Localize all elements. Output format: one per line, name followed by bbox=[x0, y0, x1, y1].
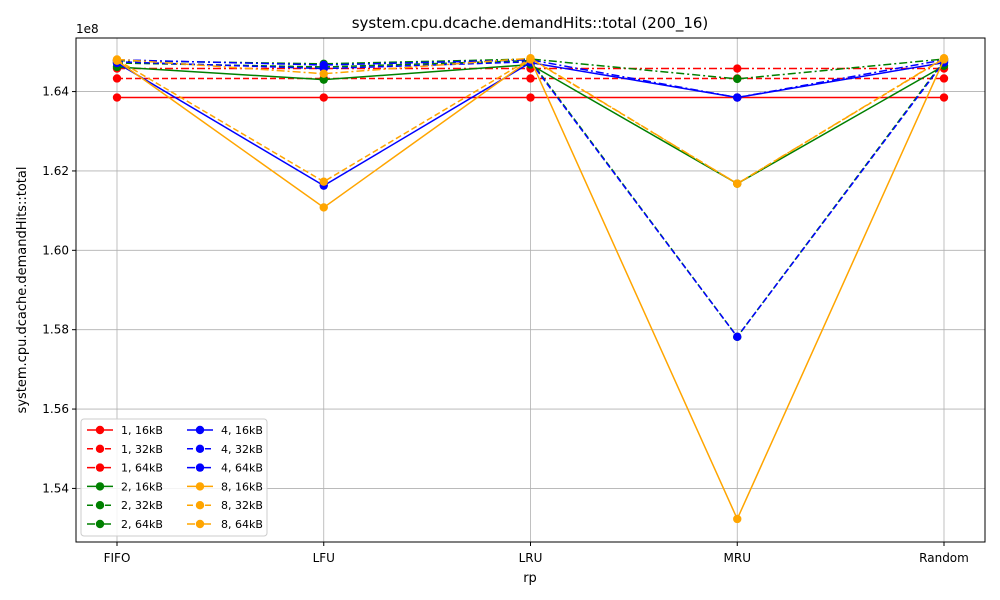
y-axis-label: system.cpu.dcache.demandHits::total bbox=[15, 167, 30, 414]
legend-swatch-marker bbox=[95, 482, 105, 491]
y-tick-label: 1.54 bbox=[42, 481, 69, 495]
legend-label: 2, 32kB bbox=[121, 499, 163, 512]
series-line bbox=[116, 61, 945, 339]
legend-swatch-marker bbox=[95, 444, 105, 453]
data-point bbox=[939, 93, 949, 102]
x-tick-label: MRU bbox=[724, 551, 751, 565]
x-tick-label: FIFO bbox=[104, 551, 131, 565]
legend-label: 2, 16kB bbox=[121, 480, 163, 493]
data-point bbox=[319, 69, 328, 78]
legend-item: 1, 32kB bbox=[87, 443, 163, 456]
legend-swatch-marker bbox=[95, 519, 105, 529]
data-point bbox=[112, 55, 122, 64]
legend-label: 2, 64kB bbox=[121, 518, 163, 531]
x-axis-label: rp bbox=[523, 571, 537, 586]
data-point bbox=[319, 75, 328, 84]
legend-item: 4, 64kB bbox=[187, 462, 263, 475]
legend-item: 4, 16kB bbox=[187, 424, 263, 437]
data-point bbox=[319, 93, 328, 102]
legend-label: 8, 16kB bbox=[221, 480, 263, 493]
legend-swatch-marker bbox=[195, 519, 205, 529]
data-point bbox=[939, 74, 949, 83]
legend-swatch-marker bbox=[95, 463, 105, 472]
series-line bbox=[116, 59, 945, 99]
data-point bbox=[733, 332, 742, 342]
data-point bbox=[526, 54, 535, 63]
chart-title: system.cpu.dcache.demandHits::total (200… bbox=[352, 14, 709, 33]
series-8-64kb bbox=[112, 54, 949, 188]
legend-label: 4, 32kB bbox=[221, 443, 263, 456]
data-point bbox=[733, 93, 742, 102]
legend-item: 2, 64kB bbox=[87, 518, 163, 531]
legend: 1, 16kB 1, 32kB 1, 64kB 2, 16kB 2, 32kB 2, 64… bbox=[80, 418, 268, 537]
data-point bbox=[319, 60, 328, 70]
legend-item: 2, 32kB bbox=[87, 499, 163, 512]
data-point bbox=[319, 203, 328, 212]
legend-item: 1, 16kB bbox=[87, 424, 163, 437]
legend-label: 8, 64kB bbox=[221, 518, 263, 531]
series-line bbox=[116, 57, 945, 185]
legend-swatch-marker bbox=[195, 482, 205, 491]
legend-swatch-marker bbox=[95, 425, 105, 435]
data-point bbox=[939, 54, 949, 63]
series-line bbox=[116, 58, 945, 80]
legend-swatch-marker bbox=[195, 444, 205, 453]
legend-label: 1, 16kB bbox=[121, 424, 163, 437]
x-tick-label: LFU bbox=[313, 551, 335, 565]
x-axis-ticks: FIFO LFU LRU MRU Random bbox=[104, 542, 969, 565]
y-scale-label: 1e8 bbox=[76, 22, 99, 36]
legend-swatch-marker bbox=[195, 425, 205, 435]
y-axis-ticks: 1.54 1.56 1.58 1.60 1.62 1.64 bbox=[42, 85, 76, 495]
data-point bbox=[112, 93, 122, 102]
y-tick-label: 1.56 bbox=[42, 402, 69, 416]
data-point bbox=[733, 179, 742, 188]
legend-label: 1, 64kB bbox=[121, 462, 163, 475]
data-point bbox=[319, 177, 328, 186]
y-tick-label: 1.58 bbox=[42, 323, 69, 337]
legend-item: 8, 32kB bbox=[187, 499, 263, 512]
data-point bbox=[112, 74, 122, 83]
legend-item: 8, 64kB bbox=[187, 518, 263, 531]
legend-swatch-marker bbox=[195, 463, 205, 472]
series-lines bbox=[112, 54, 949, 524]
data-point bbox=[733, 514, 742, 524]
y-tick-label: 1.62 bbox=[42, 164, 69, 178]
legend-box bbox=[80, 418, 268, 537]
legend-item: 4, 32kB bbox=[187, 443, 263, 456]
legend-item: 2, 16kB bbox=[87, 480, 163, 493]
legend-label: 1, 32kB bbox=[121, 443, 163, 456]
legend-label: 8, 32kB bbox=[221, 499, 263, 512]
x-tick-label: LRU bbox=[519, 551, 543, 565]
legend-swatch-marker bbox=[95, 501, 105, 510]
data-point bbox=[733, 64, 742, 73]
data-point bbox=[526, 93, 535, 102]
legend-swatch-marker bbox=[195, 501, 205, 510]
x-tick-label: Random bbox=[919, 551, 969, 565]
grid-lines bbox=[76, 38, 985, 542]
data-point bbox=[733, 74, 742, 84]
legend-item: 1, 64kB bbox=[87, 462, 163, 475]
y-tick-label: 1.64 bbox=[42, 85, 69, 99]
y-tick-label: 1.60 bbox=[42, 243, 69, 257]
legend-item: 8, 16kB bbox=[187, 480, 263, 493]
legend-label: 4, 64kB bbox=[221, 462, 263, 475]
data-point bbox=[526, 74, 535, 83]
legend-label: 4, 16kB bbox=[221, 424, 263, 437]
